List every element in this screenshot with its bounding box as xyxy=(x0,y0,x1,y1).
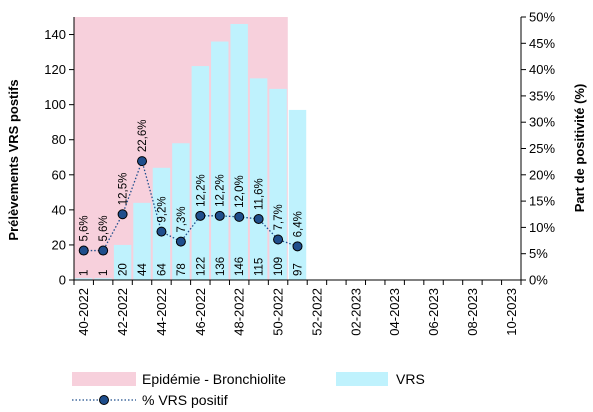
x-tick-label: 48-2022 xyxy=(232,288,247,336)
y-tick-label: 120 xyxy=(44,62,66,77)
y-tick-label: 40 xyxy=(52,202,66,217)
legend-swatch-vrs xyxy=(336,372,388,386)
bar xyxy=(191,66,210,281)
legend: Epidémie - Bronchiolite VRS % VRS positi… xyxy=(72,371,425,408)
legend-marker-positivity xyxy=(99,395,109,405)
positivity-value-label: 5,6% xyxy=(98,215,110,241)
y-axis-title: Prélèvements VRS postifs xyxy=(6,79,21,240)
bar xyxy=(113,244,132,280)
y2-tick-label: 15% xyxy=(529,194,555,209)
positivity-point xyxy=(78,245,89,256)
y2-axis-title: Part de positivité (%) xyxy=(572,84,587,213)
y2-tick-label: 45% xyxy=(529,36,555,51)
positivity-point xyxy=(214,210,225,221)
x-tick-label: 02-2023 xyxy=(348,288,363,336)
x-tick-label: 52-2022 xyxy=(309,288,324,336)
positivity-point xyxy=(98,245,109,256)
y2-tick-label: 20% xyxy=(529,167,555,182)
bar-value-label: 146 xyxy=(234,257,246,276)
positivity-value-label: 11,6% xyxy=(254,178,266,210)
bar-value-label: 136 xyxy=(215,257,227,276)
positivity-line xyxy=(83,158,298,252)
positivity-value-label: 6,4% xyxy=(293,211,305,237)
bar xyxy=(211,41,229,281)
positivity-point xyxy=(117,209,128,220)
bar-value-label: 44 xyxy=(137,263,149,276)
positivity-value-label: 12,5% xyxy=(118,173,130,206)
positivity-value-label: 9,2% xyxy=(156,196,168,222)
y2-tick-label: 30% xyxy=(529,115,555,130)
positivity-point xyxy=(175,236,186,247)
positivity-point xyxy=(234,211,245,222)
positivity-point xyxy=(273,234,284,245)
y-tick-label: 140 xyxy=(44,27,66,42)
positivity-point xyxy=(137,156,148,167)
positivity-value-label: 12,0% xyxy=(234,175,246,208)
bar xyxy=(94,278,112,280)
x-tick-label: 40-2022 xyxy=(76,288,91,336)
x-tick-label: 50-2022 xyxy=(271,288,286,336)
positivity-value-label: 12,2% xyxy=(195,174,207,207)
y2-tick-label: 35% xyxy=(529,88,555,103)
x-tick-label: 06-2023 xyxy=(426,288,441,336)
y-tick-label: 100 xyxy=(44,97,66,112)
legend-label-vrs: VRS xyxy=(396,371,425,387)
x-tick-label: 42-2022 xyxy=(115,288,130,336)
y2-tick-label: 0% xyxy=(529,273,548,288)
legend-label-epidemic: Epidémie - Bronchiolite xyxy=(142,371,286,387)
bar-value-label: 115 xyxy=(254,258,266,276)
bar xyxy=(230,24,248,280)
bar-value-label: 1 xyxy=(79,270,91,276)
y-tick-label: 80 xyxy=(52,132,66,147)
y2-tick-label: 5% xyxy=(529,246,548,261)
y2-tick-label: 10% xyxy=(529,220,555,235)
legend-label-positivity: % VRS positif xyxy=(142,392,228,408)
bar-value-label: 109 xyxy=(273,257,285,276)
y2-tick-label: 40% xyxy=(529,62,555,77)
bar xyxy=(269,88,287,281)
bar-value-label: 78 xyxy=(176,263,188,276)
bar-value-label: 1 xyxy=(98,270,110,276)
bar xyxy=(75,278,93,280)
y-tick-label: 0 xyxy=(59,273,66,288)
bar xyxy=(133,202,151,280)
positivity-point xyxy=(156,226,167,237)
bar xyxy=(172,143,190,280)
positivity-value-label: 7,7% xyxy=(273,204,285,230)
positivity-point xyxy=(253,213,264,224)
positivity-value-label: 12,2% xyxy=(215,174,227,207)
bar-value-label: 122 xyxy=(195,257,207,276)
bar xyxy=(288,109,307,280)
x-tick-label: 44-2022 xyxy=(154,288,169,336)
y2-tick-label: 25% xyxy=(529,141,555,156)
legend-swatch-epidemic xyxy=(72,372,136,386)
bar xyxy=(249,78,268,280)
y2-tick-label: 50% xyxy=(529,10,555,25)
y-tick-label: 60 xyxy=(52,167,66,182)
y-tick-label: 20 xyxy=(52,237,66,252)
bar-value-label: 97 xyxy=(293,263,305,276)
bar-value-label: 64 xyxy=(156,263,168,276)
x-tick-label: 46-2022 xyxy=(193,288,208,336)
positivity-point xyxy=(292,241,303,252)
bar xyxy=(152,167,171,280)
x-tick-label: 04-2023 xyxy=(387,288,402,336)
positivity-value-label: 7,3% xyxy=(176,206,188,232)
bar-value-label: 20 xyxy=(118,263,130,276)
x-tick-label: 08-2023 xyxy=(465,288,480,336)
x-tick-label: 10-2023 xyxy=(504,288,519,336)
positivity-value-label: 22,6% xyxy=(137,120,149,153)
positivity-value-label: 5,6% xyxy=(79,215,91,241)
positivity-point xyxy=(195,210,206,221)
